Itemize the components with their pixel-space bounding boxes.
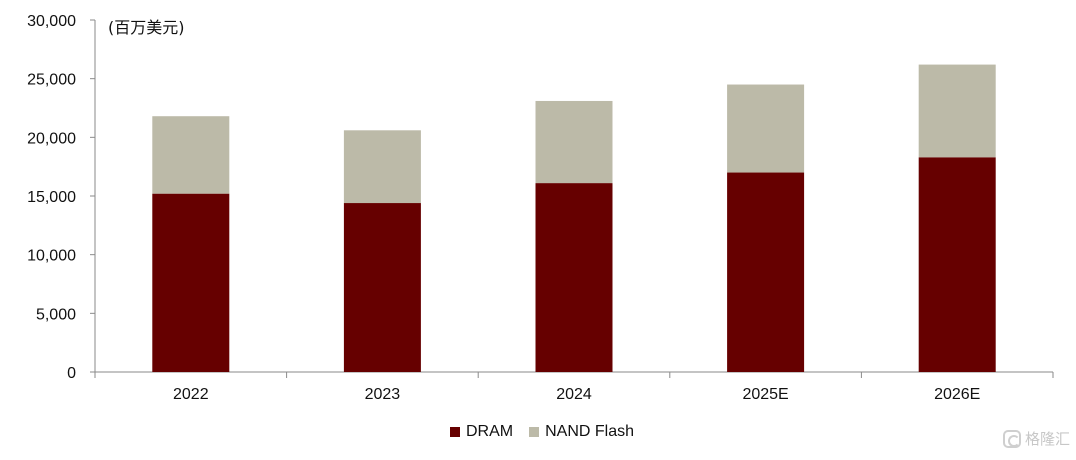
- legend-item-nand-flash: NAND Flash: [529, 423, 634, 441]
- x-tick-label: 2026E: [934, 386, 980, 403]
- y-tick-label: 30,000: [27, 13, 76, 30]
- bar-nand-flash-2022: [152, 116, 230, 194]
- bar-dram-2023: [343, 203, 421, 372]
- legend: DRAM NAND Flash: [450, 423, 650, 441]
- bar-dram-2026e: [918, 157, 996, 372]
- x-tick-label: 2025E: [742, 386, 788, 403]
- y-tick-label: 20,000: [27, 130, 76, 147]
- legend-item-dram: DRAM: [450, 423, 513, 441]
- gelonghui-logo-icon: [1002, 429, 1021, 448]
- bar-dram-2022: [152, 193, 230, 372]
- watermark: 格隆汇: [1002, 428, 1070, 449]
- y-tick-label: 0: [67, 365, 76, 382]
- x-axis: 2022 2023 2024 2025E 2026E: [94, 371, 1054, 403]
- legend-swatch-dram: [450, 427, 460, 437]
- y-tick-label: 5,000: [36, 306, 76, 323]
- legend-swatch-nand-flash: [529, 427, 540, 437]
- x-tick-label: 2024: [556, 386, 592, 403]
- bars: [152, 64, 996, 372]
- watermark-text: 格隆汇: [1024, 431, 1070, 448]
- y-tick-label: 10,000: [27, 248, 76, 265]
- legend-label-nand-flash: NAND Flash: [545, 423, 635, 440]
- y-axis: 0 5,000 10,000 15,000 20,000 25,000 30,000: [27, 13, 96, 382]
- bar-nand-flash-2025e: [727, 84, 805, 173]
- bar-dram-2025e: [727, 172, 805, 372]
- bar-nand-flash-2024: [535, 100, 613, 184]
- legend-label-dram: DRAM: [466, 423, 514, 440]
- y-tick-label: 15,000: [27, 189, 76, 206]
- bar-nand-flash-2023: [343, 130, 421, 204]
- bar-nand-flash-2026e: [918, 64, 996, 158]
- unit-label: (百万美元): [108, 18, 185, 37]
- y-tick-label: 25,000: [27, 72, 76, 89]
- bar-dram-2024: [535, 183, 613, 372]
- x-tick-label: 2022: [173, 386, 209, 403]
- x-tick-label: 2023: [365, 386, 401, 403]
